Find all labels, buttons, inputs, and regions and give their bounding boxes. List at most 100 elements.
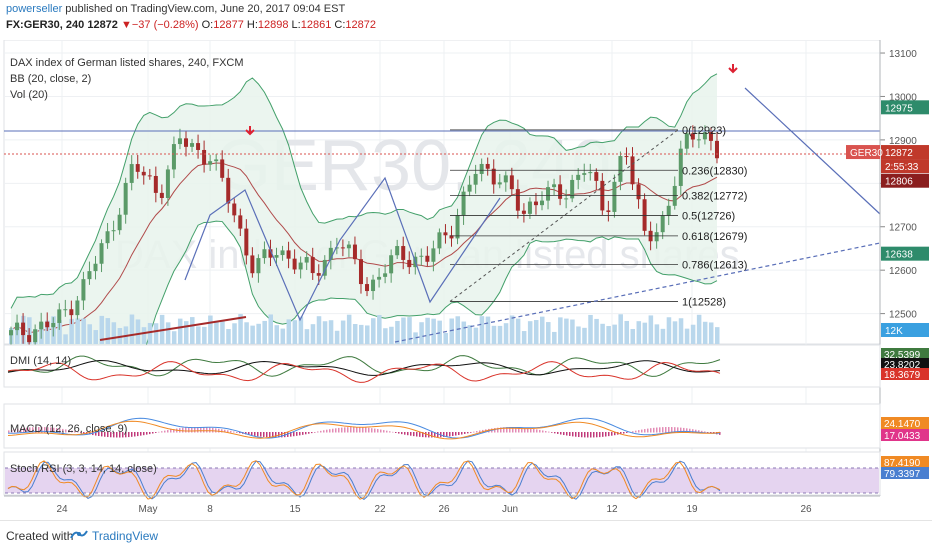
macd-histogram-bar — [299, 432, 301, 436]
macd-histogram-bar — [107, 432, 109, 438]
macd-histogram-bar — [623, 432, 625, 434]
indicator-value-badge — [881, 358, 929, 370]
volume-bar — [358, 324, 364, 344]
open-value: 12877 — [213, 19, 244, 31]
macd-histogram-bar — [47, 427, 49, 433]
candle-body — [232, 203, 237, 216]
time-axis[interactable]: 24 May 8 15 22 26 Jun 12 19 26 — [4, 495, 880, 515]
symbol-name[interactable]: FX:GER30, 240 — [6, 19, 85, 31]
candle-body — [684, 133, 689, 149]
candle-body — [75, 300, 80, 316]
macd-histogram-bar — [203, 427, 205, 433]
macd-pane — [3, 403, 881, 449]
trend-drawings[interactable] — [99, 64, 881, 343]
macd-histogram-bar — [224, 429, 226, 433]
volume-bar — [479, 316, 485, 344]
macd-histogram-bar — [17, 428, 19, 433]
macd-histogram-bar — [68, 429, 70, 433]
countdown-badge-bg — [881, 159, 929, 174]
volume-bar — [153, 323, 159, 344]
volume-bar — [365, 325, 370, 344]
candle-body — [588, 172, 593, 174]
volume-bar — [274, 325, 280, 344]
tradingview-link[interactable]: TradingView — [92, 529, 159, 543]
price-tick-label: 13000 — [889, 92, 917, 103]
volume-bar — [346, 314, 352, 344]
stoch-band — [5, 468, 879, 493]
macd-histogram-bar — [452, 432, 454, 436]
macd-histogram-bar — [248, 432, 250, 435]
candle-body — [147, 175, 152, 177]
candle-body — [346, 244, 351, 249]
macd-histogram-bar — [347, 427, 349, 433]
volume-bar — [558, 317, 563, 344]
macd-histogram-bar — [515, 427, 517, 433]
macd-histogram-bar — [191, 427, 193, 433]
candle-body — [389, 255, 394, 274]
volume-bar — [226, 329, 231, 344]
macd-histogram-bar — [23, 428, 25, 433]
volume-bar — [286, 319, 292, 344]
macd-histogram-bar — [281, 432, 283, 438]
volume-bar — [129, 314, 135, 344]
middle-bb-badge-text: 12806 — [885, 177, 913, 188]
macd-histogram-bar — [467, 432, 469, 434]
volume-bar — [304, 329, 310, 344]
macd-histogram-bar — [29, 427, 31, 433]
fib-retracement[interactable]: 0(12923) 0.236(12830) 0.382(12772) 0.5(1272… — [449, 125, 747, 309]
high-value: 12898 — [257, 19, 289, 31]
macd-histogram-bar — [530, 428, 532, 433]
candle-body — [708, 132, 713, 141]
candle-body — [461, 191, 466, 216]
price-chart[interactable]: GER30, 240 DAX index of German listed sh… — [0, 40, 932, 520]
macd-histogram-bar — [266, 432, 268, 438]
volume-bar — [280, 328, 286, 344]
volume-bar — [352, 324, 358, 344]
candle-body — [576, 174, 581, 180]
macd-histogram-bar — [620, 432, 622, 435]
volume-badge: 12K — [881, 323, 929, 337]
macd-histogram-bar — [134, 432, 136, 437]
macd-histogram-bar — [383, 430, 385, 433]
candle-body — [63, 309, 68, 311]
bb-basis — [10, 162, 718, 333]
upper-bb-badge-text: 12975 — [885, 103, 913, 114]
macd-histogram-bar — [590, 432, 592, 438]
macd-histogram-bar — [455, 432, 457, 436]
candle-body — [99, 243, 104, 264]
support-line — [99, 316, 247, 341]
volume-bar — [515, 318, 521, 344]
candle-body — [33, 329, 38, 343]
macd-histogram-bar — [560, 432, 562, 435]
macd-histogram-bar — [524, 427, 526, 433]
candle-body — [666, 205, 671, 216]
macd-histogram-bar — [650, 428, 652, 433]
candle-body — [371, 279, 376, 292]
candle-body — [503, 175, 508, 183]
macd-histogram-bar — [155, 432, 157, 433]
volume-bar — [310, 324, 316, 344]
macd-histogram-bar — [422, 432, 424, 438]
macd-histogram-bar — [557, 432, 559, 434]
tradingview-logo-icon — [70, 530, 88, 539]
macd-histogram-bar — [257, 432, 259, 437]
macd-histogram-bar — [671, 427, 673, 433]
author-link[interactable]: powerseller — [6, 3, 63, 15]
macd-histogram-bar — [374, 428, 376, 433]
volume-bar — [612, 324, 617, 344]
macd-histogram-bar — [473, 431, 475, 433]
volume-bar — [81, 318, 86, 344]
indicator-value-text: 32.5399 — [884, 350, 921, 361]
fib-level-label: 0(12923) — [682, 125, 726, 137]
volume-bar — [588, 314, 593, 344]
candle-body — [177, 138, 182, 145]
dmi-minus-line — [7, 361, 721, 383]
bb-fill — [11, 73, 717, 382]
macd-histogram-bar — [368, 427, 370, 433]
sell-arrow-icon — [245, 126, 255, 136]
macd-histogram-bar — [260, 432, 262, 437]
volume-bar — [93, 330, 99, 344]
macd-histogram-bar — [659, 427, 661, 433]
macd-histogram-bar — [386, 430, 388, 433]
